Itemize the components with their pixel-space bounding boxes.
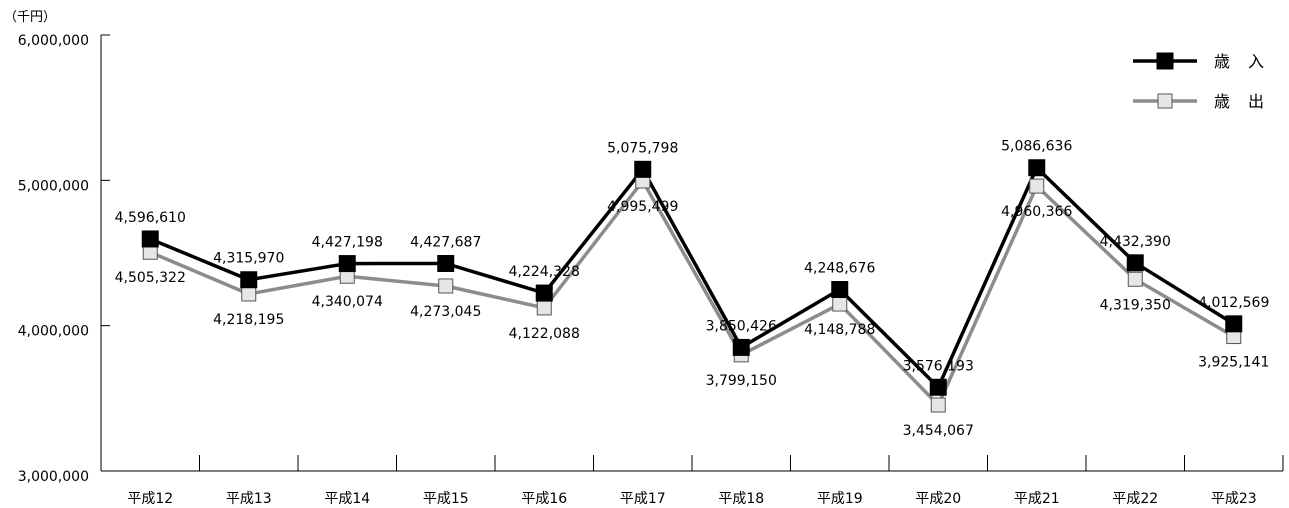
y-tick-label: 3,000,000 (18, 469, 89, 485)
data-label-revenue: 3,576,193 (903, 358, 974, 374)
data-point-expenditure (1127, 271, 1143, 287)
x-tick-label: 平成20 (915, 491, 961, 507)
series-line-revenue (149, 165, 1235, 390)
x-tick-label: 平成22 (1112, 491, 1158, 507)
data-label-expenditure: 4,273,045 (410, 304, 481, 320)
data-label-revenue: 5,086,636 (1001, 139, 1072, 155)
data-point-revenue (240, 271, 258, 289)
data-point-revenue (338, 255, 356, 273)
data-label-revenue: 5,075,798 (607, 140, 678, 156)
data-label-expenditure: 4,319,350 (1100, 297, 1171, 313)
data-label-expenditure: 4,218,195 (213, 312, 284, 328)
data-label-expenditure: 4,340,074 (312, 294, 383, 310)
data-label-revenue: 4,248,676 (804, 261, 875, 277)
y-tick-label: 6,000,000 (18, 33, 89, 49)
data-point-expenditure (241, 286, 257, 302)
data-label-expenditure: 3,925,141 (1198, 355, 1269, 371)
data-point-expenditure (930, 397, 946, 413)
x-tick-label: 平成12 (127, 491, 173, 507)
data-label-revenue: 4,596,610 (115, 210, 186, 226)
x-tick-label: 平成13 (226, 491, 272, 507)
data-point-revenue (1225, 315, 1243, 333)
series-line-expenditure (149, 179, 1235, 407)
data-label-expenditure: 3,454,067 (903, 423, 974, 439)
data-label-revenue: 4,224,328 (509, 264, 580, 280)
legend-label: 歳出 (1214, 92, 1282, 111)
data-label-revenue: 4,012,569 (1198, 295, 1269, 311)
data-label-expenditure: 4,505,322 (115, 270, 186, 286)
data-label-revenue: 4,432,390 (1100, 234, 1171, 250)
data-label-revenue: 4,427,198 (312, 235, 383, 251)
legend-label: 歳入 (1214, 52, 1282, 71)
data-point-revenue (437, 255, 455, 273)
data-point-expenditure (438, 278, 454, 294)
x-tick-label: 平成17 (620, 491, 666, 507)
x-tick-label: 平成16 (521, 491, 567, 507)
data-point-revenue (732, 338, 750, 356)
data-label-revenue: 3,850,426 (706, 318, 777, 334)
x-tick-label: 平成18 (718, 491, 764, 507)
x-tick-label: 平成21 (1014, 491, 1060, 507)
unit-label: （千円） (4, 10, 56, 25)
y-tick-label: 5,000,000 (18, 178, 89, 194)
x-tick-label: 平成14 (324, 491, 370, 507)
data-point-revenue (634, 160, 652, 178)
data-point-expenditure (1029, 178, 1045, 194)
legend-marker (1156, 52, 1174, 70)
data-point-expenditure (536, 300, 552, 316)
data-point-expenditure (832, 296, 848, 312)
x-tick-label: 平成19 (817, 491, 863, 507)
data-point-revenue (141, 230, 159, 248)
data-point-revenue (929, 378, 947, 396)
data-point-revenue (1126, 254, 1144, 272)
data-point-revenue (831, 281, 849, 299)
data-label-revenue: 4,315,970 (213, 251, 284, 267)
data-point-revenue (535, 284, 553, 302)
x-tick-label: 平成15 (423, 491, 469, 507)
y-tick-label: 4,000,000 (18, 324, 89, 340)
x-tick-label: 平成23 (1211, 491, 1257, 507)
legend-marker (1157, 93, 1173, 109)
data-label-revenue: 4,427,687 (410, 235, 481, 251)
data-label-expenditure: 3,799,150 (706, 373, 777, 389)
data-label-expenditure: 4,960,366 (1001, 204, 1072, 220)
data-label-expenditure: 4,122,088 (509, 326, 580, 342)
data-point-revenue (1028, 159, 1046, 177)
data-label-expenditure: 4,148,788 (804, 322, 875, 338)
data-label-expenditure: 4,995,499 (607, 199, 678, 215)
